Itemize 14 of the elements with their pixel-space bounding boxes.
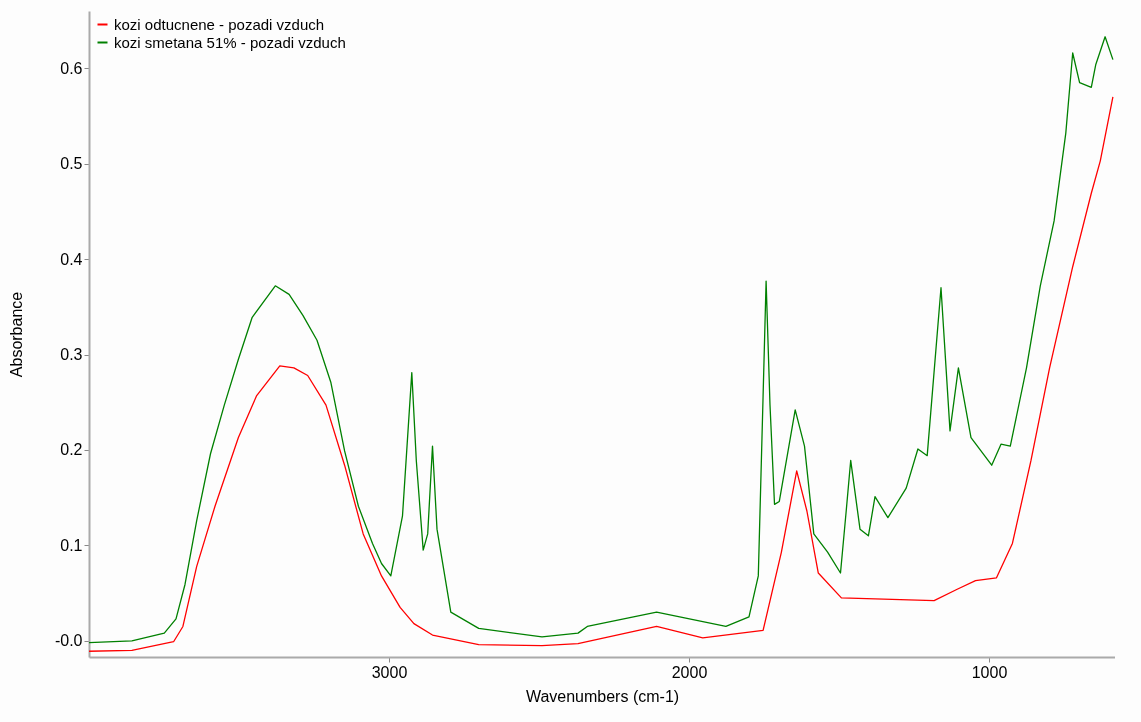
y-tick-label: 0.4 bbox=[60, 250, 83, 268]
y-tick-label: -0.0 bbox=[54, 632, 83, 650]
y-axis-title: Absorbance bbox=[7, 291, 25, 378]
y-tick-label: 0.1 bbox=[60, 536, 83, 554]
x-tick-label: 3000 bbox=[371, 663, 408, 681]
y-tick-label: 0.6 bbox=[60, 59, 83, 77]
x-tick-label: 1000 bbox=[971, 663, 1008, 681]
x-axis-title: Wavenumbers (cm-1) bbox=[525, 687, 680, 705]
x-tick-label: 2000 bbox=[671, 663, 708, 681]
y-tick-label: 0.2 bbox=[60, 441, 83, 459]
y-tick-label: 0.3 bbox=[60, 346, 83, 364]
y-tick-label: 0.5 bbox=[60, 155, 83, 173]
legend-label: kozi smetana 51% - pozadi vzduch bbox=[114, 33, 346, 51]
legend-label: kozi odtucnene - pozadi vzduch bbox=[114, 15, 325, 33]
